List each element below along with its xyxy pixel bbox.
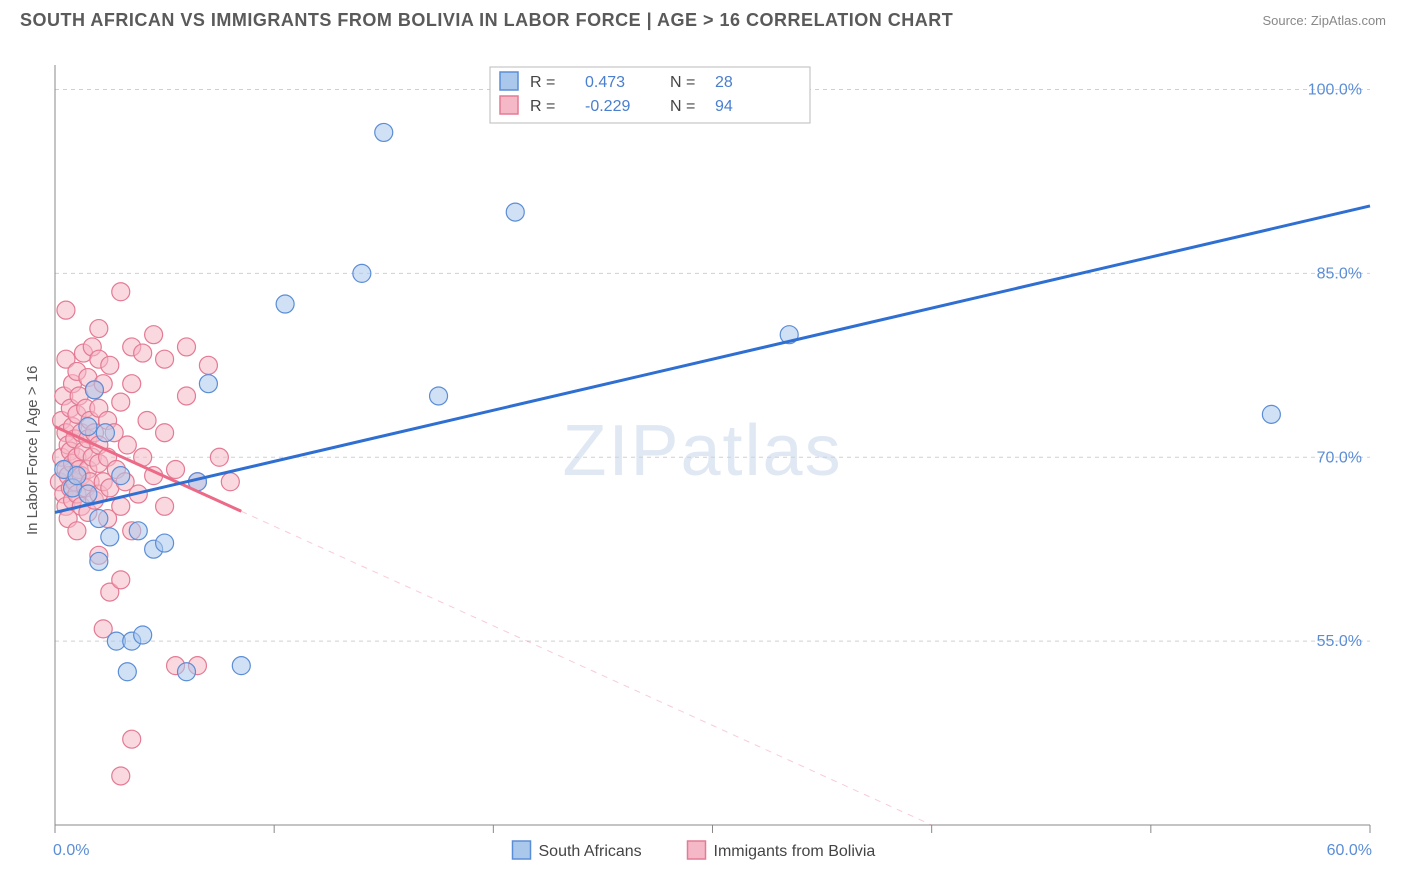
y-tick-label: 55.0% bbox=[1317, 633, 1362, 650]
data-point bbox=[138, 411, 156, 429]
watermark: ZIPatlas bbox=[563, 411, 843, 491]
chart-title: SOUTH AFRICAN VS IMMIGRANTS FROM BOLIVIA… bbox=[20, 10, 953, 31]
data-point bbox=[57, 301, 75, 319]
legend-series-label: Immigants from Bolivia bbox=[714, 843, 876, 860]
legend-swatch bbox=[500, 72, 518, 90]
data-point bbox=[118, 663, 136, 681]
data-point bbox=[90, 510, 108, 528]
data-point bbox=[79, 418, 97, 436]
data-point bbox=[129, 522, 147, 540]
data-point bbox=[156, 350, 174, 368]
data-point bbox=[123, 375, 141, 393]
data-point bbox=[199, 356, 217, 374]
y-tick-label: 100.0% bbox=[1308, 82, 1362, 99]
data-point bbox=[118, 436, 136, 454]
data-point bbox=[68, 467, 86, 485]
data-point bbox=[112, 393, 130, 411]
legend-swatch bbox=[500, 96, 518, 114]
x-tick-label: 60.0% bbox=[1327, 842, 1372, 859]
data-point bbox=[68, 522, 86, 540]
data-point bbox=[134, 626, 152, 644]
data-point bbox=[276, 295, 294, 313]
legend-n-label: N = bbox=[670, 74, 695, 91]
data-point bbox=[167, 461, 185, 479]
y-axis-title: In Labor Force | Age > 16 bbox=[24, 366, 41, 535]
chart-container: 55.0% 70.0% 85.0% 100.0% ZIPatlas 0.0% 60.0% In… bbox=[20, 45, 1386, 872]
legend-r-value: -0.229 bbox=[585, 98, 630, 115]
legend-r-value: 0.473 bbox=[585, 74, 625, 91]
data-point bbox=[79, 485, 97, 503]
data-point bbox=[178, 663, 196, 681]
correlation-scatter-chart: 55.0% 70.0% 85.0% 100.0% ZIPatlas 0.0% 60.0% In… bbox=[20, 45, 1386, 872]
data-point bbox=[101, 356, 119, 374]
legend-n-value: 94 bbox=[715, 98, 733, 115]
data-point bbox=[506, 203, 524, 221]
data-point bbox=[375, 123, 393, 141]
data-point bbox=[178, 387, 196, 405]
data-point bbox=[353, 264, 371, 282]
data-point bbox=[178, 338, 196, 356]
legend-r-label: R = bbox=[530, 74, 555, 91]
data-point bbox=[156, 497, 174, 515]
data-point bbox=[221, 473, 239, 491]
data-point bbox=[96, 424, 114, 442]
y-tick-label: 85.0% bbox=[1317, 265, 1362, 282]
data-point bbox=[112, 571, 130, 589]
y-tick-label: 70.0% bbox=[1317, 449, 1362, 466]
data-point bbox=[430, 387, 448, 405]
data-point bbox=[134, 344, 152, 362]
data-point bbox=[85, 381, 103, 399]
data-point bbox=[112, 467, 130, 485]
legend-swatch bbox=[688, 841, 706, 859]
regression-extrapolation bbox=[241, 511, 931, 825]
legend-n-label: N = bbox=[670, 98, 695, 115]
data-point bbox=[123, 730, 141, 748]
data-point bbox=[1262, 405, 1280, 423]
data-point bbox=[156, 424, 174, 442]
legend-r-label: R = bbox=[530, 98, 555, 115]
data-point bbox=[145, 326, 163, 344]
legend-n-value: 28 bbox=[715, 74, 733, 91]
data-point bbox=[90, 552, 108, 570]
data-point bbox=[90, 320, 108, 338]
data-point bbox=[232, 657, 250, 675]
data-point bbox=[101, 528, 119, 546]
data-point bbox=[112, 767, 130, 785]
chart-source: Source: ZipAtlas.com bbox=[1262, 13, 1386, 28]
legend-series-label: South Africans bbox=[539, 843, 642, 860]
data-point bbox=[210, 448, 228, 466]
data-point bbox=[112, 283, 130, 301]
legend-swatch bbox=[513, 841, 531, 859]
x-tick-label: 0.0% bbox=[53, 842, 89, 859]
data-point bbox=[156, 534, 174, 552]
data-point bbox=[199, 375, 217, 393]
